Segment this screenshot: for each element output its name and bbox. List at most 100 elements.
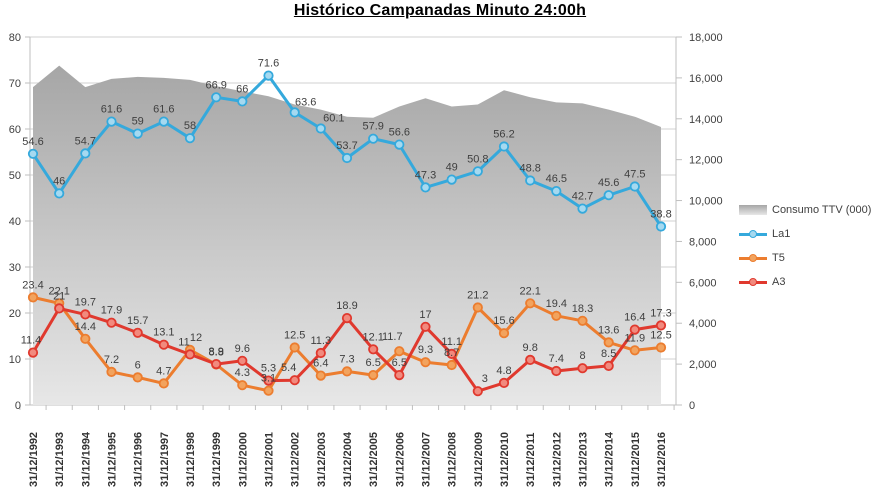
la1-marker[interactable] [498, 141, 510, 152]
data-label: 22.1 [48, 285, 69, 297]
t5-marker[interactable] [551, 310, 562, 321]
t5-marker[interactable] [420, 357, 431, 368]
a3-marker[interactable] [80, 309, 91, 320]
x-axis-label: 31/12/2016 [656, 432, 668, 487]
la1-marker[interactable] [158, 116, 169, 127]
la1-marker[interactable] [551, 186, 562, 197]
data-label: 8.8 [209, 347, 224, 359]
x-axis-label: 31/12/2009 [473, 432, 485, 487]
la1-marker[interactable] [184, 133, 196, 144]
a3-marker[interactable] [394, 369, 405, 381]
la1-marker[interactable] [211, 92, 222, 103]
t5-marker[interactable] [498, 328, 510, 339]
data-label: 63.6 [295, 96, 316, 108]
data-label: 19.7 [75, 296, 96, 308]
t5-marker[interactable] [368, 369, 379, 381]
la1-marker[interactable] [80, 148, 91, 159]
data-label: 60.1 [323, 113, 344, 125]
a3-marker[interactable] [27, 347, 39, 358]
la1-marker[interactable] [315, 123, 326, 134]
la1-marker[interactable] [655, 221, 667, 232]
a3-marker[interactable] [472, 386, 483, 397]
t5-marker[interactable] [629, 345, 640, 356]
la1-marker[interactable] [341, 152, 353, 164]
la1-marker[interactable] [289, 107, 300, 118]
t5-marker[interactable] [655, 342, 667, 353]
t5-marker[interactable] [577, 315, 588, 326]
t5-marker[interactable] [446, 359, 457, 371]
a3-marker[interactable] [498, 377, 510, 388]
a3-marker[interactable] [289, 375, 300, 386]
t5-marker[interactable] [237, 380, 248, 391]
t5-marker[interactable] [394, 346, 405, 357]
a3-marker[interactable] [577, 363, 588, 374]
la1-marker[interactable] [368, 133, 379, 144]
a3-marker[interactable] [237, 355, 248, 366]
t5-marker[interactable] [132, 372, 143, 383]
t5-marker[interactable] [263, 385, 274, 396]
a3-marker[interactable] [341, 312, 353, 324]
a3-marker[interactable] [446, 348, 457, 359]
a3-marker[interactable] [420, 321, 431, 332]
a3-marker[interactable] [629, 324, 640, 335]
t5-marker[interactable] [472, 302, 483, 313]
la1-marker[interactable] [132, 128, 143, 139]
data-label: 59 [132, 116, 144, 128]
la1-marker[interactable] [577, 203, 588, 214]
t5-marker[interactable] [315, 370, 326, 381]
x-axis-label: 31/12/1992 [28, 432, 40, 487]
x-axis-label: 31/12/2002 [290, 432, 302, 487]
legend-item-la1[interactable]: La1 [739, 227, 871, 240]
legend-item-t5[interactable]: T5 [739, 251, 871, 264]
y-right-tick-label: 4,000 [689, 318, 717, 330]
a3-marker[interactable] [132, 327, 143, 338]
data-label: 12.5 [284, 330, 305, 342]
la1-marker[interactable] [54, 188, 65, 199]
y-left-tick-label: 10 [9, 354, 21, 366]
la1-marker[interactable] [472, 166, 483, 177]
la1-marker[interactable] [525, 175, 536, 186]
legend-label: A3 [772, 275, 786, 288]
a3-marker[interactable] [263, 375, 274, 386]
la1-marker[interactable] [446, 174, 457, 185]
t5-marker[interactable] [106, 366, 117, 377]
la1-marker[interactable] [106, 116, 117, 127]
a3-marker[interactable] [603, 360, 614, 371]
legend-item-a3[interactable]: A3 [739, 275, 871, 288]
a3-marker[interactable] [525, 354, 536, 365]
data-label: 45.6 [598, 177, 619, 189]
data-label: 17 [419, 309, 431, 321]
a3-marker[interactable] [158, 339, 169, 350]
data-label: 7.4 [549, 353, 564, 365]
legend-item-consumo-ttv[interactable]: Consumo TTV (000) [739, 203, 871, 216]
la1-marker[interactable] [394, 139, 405, 150]
y-left-tick-label: 70 [9, 78, 21, 90]
la1-marker[interactable] [603, 190, 614, 201]
t5-marker[interactable] [525, 298, 536, 309]
x-axis-label: 31/12/1995 [107, 432, 119, 487]
data-label: 53.7 [336, 140, 357, 152]
t5-marker[interactable] [603, 337, 614, 348]
y-right-tick-label: 12,000 [689, 155, 723, 167]
a3-marker[interactable] [315, 347, 326, 359]
a3-marker[interactable] [211, 358, 222, 370]
t5-marker[interactable] [27, 292, 39, 303]
x-axis-label: 31/12/2001 [264, 432, 276, 487]
t5-marker[interactable] [158, 378, 169, 389]
x-axis-label: 31/12/2012 [551, 432, 563, 487]
t5-marker[interactable] [289, 342, 300, 353]
data-label: 7.2 [104, 354, 119, 366]
t5-marker[interactable] [80, 333, 91, 344]
a3-marker[interactable] [655, 320, 667, 331]
la1-marker[interactable] [27, 148, 39, 159]
la1-marker[interactable] [263, 70, 274, 81]
a3-marker[interactable] [106, 317, 117, 328]
a3-marker[interactable] [184, 349, 196, 360]
la1-marker[interactable] [629, 181, 640, 192]
a3-marker[interactable] [551, 365, 562, 377]
la1-marker[interactable] [237, 96, 248, 107]
t5-marker[interactable] [341, 366, 353, 377]
la1-marker[interactable] [420, 182, 431, 193]
a3-marker[interactable] [54, 303, 65, 314]
a3-marker[interactable] [368, 344, 379, 355]
